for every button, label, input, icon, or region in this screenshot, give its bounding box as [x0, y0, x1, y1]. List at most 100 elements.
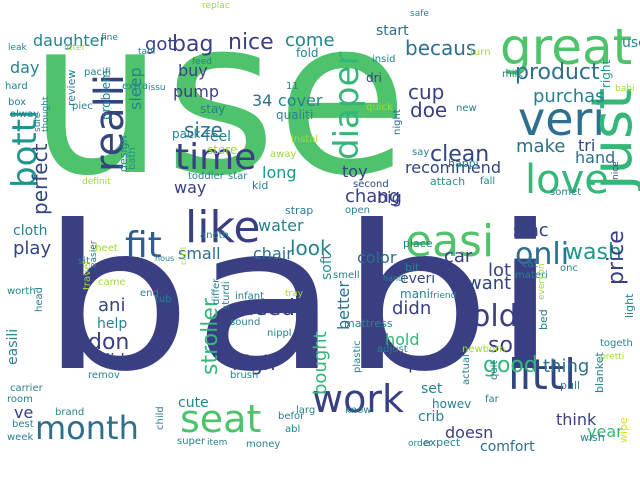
word: year: [587, 422, 623, 441]
word: actual: [461, 354, 472, 385]
word: doesn: [445, 423, 494, 442]
word: crib: [418, 409, 445, 425]
word: night: [392, 109, 403, 135]
word: use: [622, 35, 640, 51]
word: room: [7, 394, 33, 405]
word: carri: [179, 247, 188, 265]
word: veri: [518, 92, 606, 146]
word: bag: [172, 32, 214, 57]
word: place: [403, 237, 433, 250]
word: chair: [253, 244, 293, 263]
word: littl: [508, 350, 576, 399]
word: howev: [432, 397, 472, 411]
word: quit: [489, 360, 500, 380]
word: make: [516, 136, 566, 157]
word: insid: [372, 54, 396, 65]
word: quick: [366, 102, 393, 113]
word: onli: [515, 237, 570, 272]
word: like: [185, 202, 261, 253]
word: 34: [252, 91, 273, 110]
word: item: [207, 438, 228, 448]
word: light: [623, 293, 636, 318]
word: fit: [125, 225, 162, 266]
word: start: [376, 23, 409, 39]
word: size: [184, 118, 223, 142]
word: away: [270, 149, 297, 160]
word: larg: [296, 405, 316, 416]
word: perfect: [28, 143, 52, 215]
word: friend: [430, 291, 457, 301]
word: got: [145, 34, 175, 55]
word: say: [412, 147, 430, 158]
word: cute: [178, 395, 209, 411]
word: becaus: [405, 36, 477, 60]
word: toddler: [188, 171, 224, 182]
word: chang: [345, 186, 401, 207]
word: toy: [342, 162, 368, 181]
word: feel: [205, 129, 232, 145]
word: ani: [98, 295, 126, 316]
word: pad: [408, 353, 442, 374]
word: high: [232, 351, 276, 375]
word: cup: [408, 80, 445, 104]
word: somet: [550, 187, 582, 198]
word: work: [312, 377, 404, 421]
word: thing: [543, 356, 590, 377]
word: look: [290, 236, 332, 260]
word: tub: [155, 294, 172, 305]
word: wash: [565, 240, 622, 265]
word: carrier: [10, 383, 43, 394]
word: sit: [78, 256, 90, 267]
word: brand: [55, 407, 85, 418]
word: mani: [400, 287, 430, 301]
word: daughter: [33, 31, 107, 50]
word: easili: [5, 328, 21, 365]
word: help: [97, 316, 128, 332]
word: came: [98, 277, 126, 288]
word: child: [155, 406, 166, 430]
word: cat: [522, 259, 538, 270]
word: blanket: [593, 352, 606, 393]
word: ve: [14, 403, 34, 422]
word: hand: [575, 148, 616, 167]
word: cloth: [13, 223, 48, 239]
word: anoth: [200, 230, 229, 241]
word: bath: [127, 147, 138, 170]
word: adjust: [377, 344, 408, 355]
word: pump: [173, 82, 220, 101]
word: kid: [252, 179, 269, 192]
word: leak: [8, 43, 27, 53]
word: color: [357, 248, 397, 267]
word: need: [240, 296, 295, 321]
word: recommend: [405, 158, 501, 177]
word: want: [467, 273, 512, 294]
word: feed: [192, 57, 212, 67]
word: happi: [448, 157, 479, 170]
word: buy: [178, 61, 208, 80]
word: sound: [230, 317, 261, 328]
word: instal: [291, 134, 319, 145]
word: nice: [611, 161, 621, 180]
word: attach: [430, 175, 466, 188]
word: super: [177, 436, 206, 447]
word: open: [345, 205, 370, 216]
word: comfort: [480, 439, 535, 455]
word: fall: [480, 176, 496, 187]
word: definit: [82, 177, 111, 187]
word: son: [488, 333, 527, 358]
word: tray: [285, 289, 304, 299]
word: remov: [88, 370, 120, 381]
word: worth: [7, 286, 36, 297]
word: purchas: [533, 86, 605, 107]
word: far: [485, 394, 499, 405]
word: everi: [400, 271, 436, 287]
word: milk: [502, 69, 524, 80]
word: right: [599, 59, 613, 88]
word: smell: [333, 270, 360, 281]
word: clean: [430, 142, 490, 167]
word: head: [34, 287, 45, 312]
word: thought: [41, 96, 51, 132]
word: fold: [296, 46, 319, 60]
word: water: [258, 216, 304, 235]
